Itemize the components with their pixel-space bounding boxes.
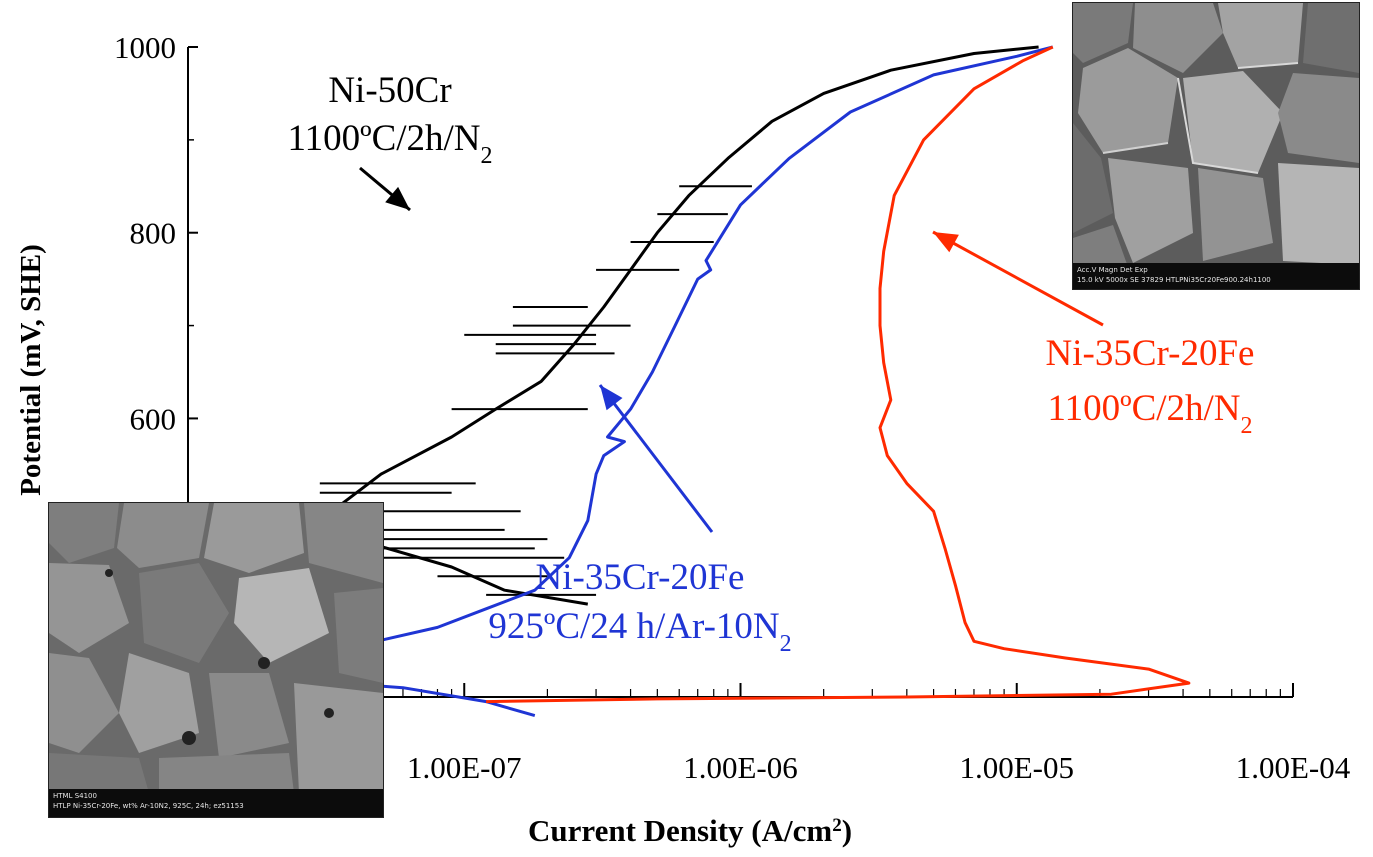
arrow-ni50cr-head: [385, 186, 410, 210]
x-tick-label: 1.00E-04: [1236, 750, 1351, 785]
annotation-ni35cr20fe-1100c-alloy: Ni-35Cr-20Fe: [1046, 333, 1255, 374]
annotation-ni35cr20fe-1100c-treatment-sub: 2: [1241, 413, 1253, 439]
arrow-ni35cr20fe-925c-head: [600, 385, 623, 411]
sem-micrograph-top: Acc.V Magn Det Exp 15.0 kV 5000x SE 3782…: [1072, 2, 1360, 290]
annotation-ni35cr20fe-925c-treatment: 925ºC/24 h/Ar-10N2: [488, 606, 791, 657]
sem-grain-texture-top: [1073, 3, 1359, 267]
sem-caption-bottom: HTML S4100 HTLP Ni-35Cr-20Fe, wt% Ar-10N…: [49, 789, 383, 817]
x-tick-label: 1.00E-06: [683, 750, 798, 785]
x-axis-title-close: ): [842, 813, 852, 848]
annotation-ni35cr20fe-925c-alloy: Ni-35Cr-20Fe: [536, 557, 745, 598]
sem-caption-top-line2: 15.0 kV 5000x SE 37829 HTLPNi35Cr20Fe900…: [1077, 276, 1271, 284]
annotation-ni50cr-alloy: Ni-50Cr: [328, 70, 451, 111]
arrow-ni35cr20fe-1100c-head: [933, 232, 959, 253]
annotation-ni50cr-treatment-main: 1100ºC/2h/N: [287, 118, 480, 159]
annotation-ni35cr20fe-925c-treatment-sub: 2: [780, 631, 792, 657]
series-ni35cr20fe-1100c-line: [486, 45, 1191, 704]
annotation-ni50cr-treatment: 1100ºC/2h/N2: [287, 118, 492, 169]
annotation-ni35cr20fe-1100c-treatment-main: 1100ºC/2h/N: [1047, 388, 1240, 429]
annotation-ni50cr-treatment-sub: 2: [481, 143, 493, 169]
sem-caption-bottom-line1: HTML S4100: [53, 792, 97, 800]
x-axis-title: Current Density (A/cm2): [528, 813, 852, 848]
annotation-ni35cr20fe-925c-treatment-main: 925ºC/24 h/Ar-10N: [488, 606, 779, 647]
y-tick-label: 800: [130, 216, 177, 251]
sem-caption-top: Acc.V Magn Det Exp 15.0 kV 5000x SE 3782…: [1073, 263, 1359, 289]
y-tick-label: 1000: [114, 30, 176, 65]
sem-micrograph-bottom: HTML S4100 HTLP Ni-35Cr-20Fe, wt% Ar-10N…: [48, 502, 384, 818]
sem-grain-texture-bottom: [49, 503, 383, 793]
sem-caption-top-line1: Acc.V Magn Det Exp: [1077, 266, 1148, 274]
labels-layer: 40060080010001.00E-071.00E-061.00E-051.0…: [114, 30, 1351, 785]
y-tick-label: 600: [130, 401, 177, 436]
x-axis-title-main: Current Density (A/cm: [528, 813, 832, 848]
x-tick-label: 1.00E-05: [959, 750, 1074, 785]
x-tick-label: 1.00E-07: [407, 750, 522, 785]
arrow-ni35cr20fe-925c-shaft: [598, 384, 714, 533]
y-axis-title: Potential (mV, SHE): [15, 244, 47, 496]
annotation-ni35cr20fe-1100c-treatment: 1100ºC/2h/N2: [1047, 388, 1252, 439]
x-axis-title-sup: 2: [832, 815, 842, 836]
sem-caption-bottom-line2: HTLP Ni-35Cr-20Fe, wt% Ar-10N2, 925C, 24…: [53, 802, 244, 810]
arrow-ni35cr20fe-1100c-shaft: [932, 230, 1104, 327]
